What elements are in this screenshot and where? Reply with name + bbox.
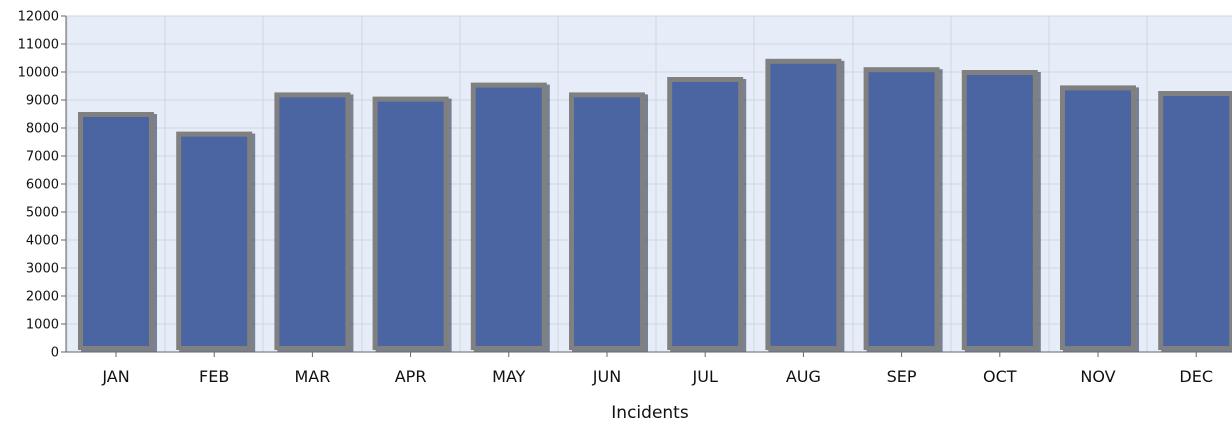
x-tick-label: JAN <box>101 367 129 386</box>
x-tick-label: APR <box>395 367 427 386</box>
bar-fill <box>475 87 542 346</box>
x-tick-label: SEP <box>887 367 917 386</box>
x-tick-label: JUN <box>592 367 621 386</box>
x-tick-label: MAY <box>492 367 526 386</box>
y-tick-label: 12000 <box>18 10 59 25</box>
y-tick-label: 10000 <box>18 66 59 81</box>
bar-fill <box>966 75 1033 346</box>
bar-fill <box>574 97 640 347</box>
bar-fill <box>770 63 837 347</box>
y-tick-label: 8000 <box>26 122 59 137</box>
x-tick-label: AUG <box>786 367 821 386</box>
y-tick-label: 9000 <box>26 94 59 109</box>
x-tick-label: JUL <box>692 367 718 386</box>
y-tick-label: 6000 <box>26 178 59 193</box>
x-axis-title: Incidents <box>611 403 689 423</box>
y-tick-label: 0 <box>51 346 59 361</box>
bar-fill <box>83 117 149 346</box>
y-tick-label: 11000 <box>18 38 59 53</box>
y-tick-label: 5000 <box>26 206 59 221</box>
y-axis: 0 1000 2000 3000 4000 5000 6000 7000 8000 9000 100… <box>18 10 67 361</box>
bar-fill <box>181 136 248 346</box>
y-tick-label: 7000 <box>26 150 59 165</box>
y-tick-label: 1000 <box>26 318 59 333</box>
bars <box>78 58 1232 353</box>
x-tick-label: MAR <box>294 367 330 386</box>
y-tick-label: 3000 <box>26 262 59 277</box>
bar-fill <box>377 101 444 346</box>
x-tick-label: OCT <box>983 367 1017 386</box>
y-tick-label: 2000 <box>26 290 59 305</box>
bar-fill <box>279 97 346 347</box>
bar-fill <box>1065 90 1131 347</box>
bar-fill <box>1163 96 1230 346</box>
x-axis: JAN FEB MAR APR MAY JUN JUL AUG SEP OCT NOV DEC <box>66 351 1232 386</box>
x-tick-label: NOV <box>1080 367 1115 386</box>
bar-fill <box>672 82 739 346</box>
x-tick-label: DEC <box>1179 367 1213 386</box>
x-tick-label: FEB <box>199 367 229 386</box>
y-tick-label: 4000 <box>26 234 59 249</box>
bar-fill <box>868 72 935 346</box>
